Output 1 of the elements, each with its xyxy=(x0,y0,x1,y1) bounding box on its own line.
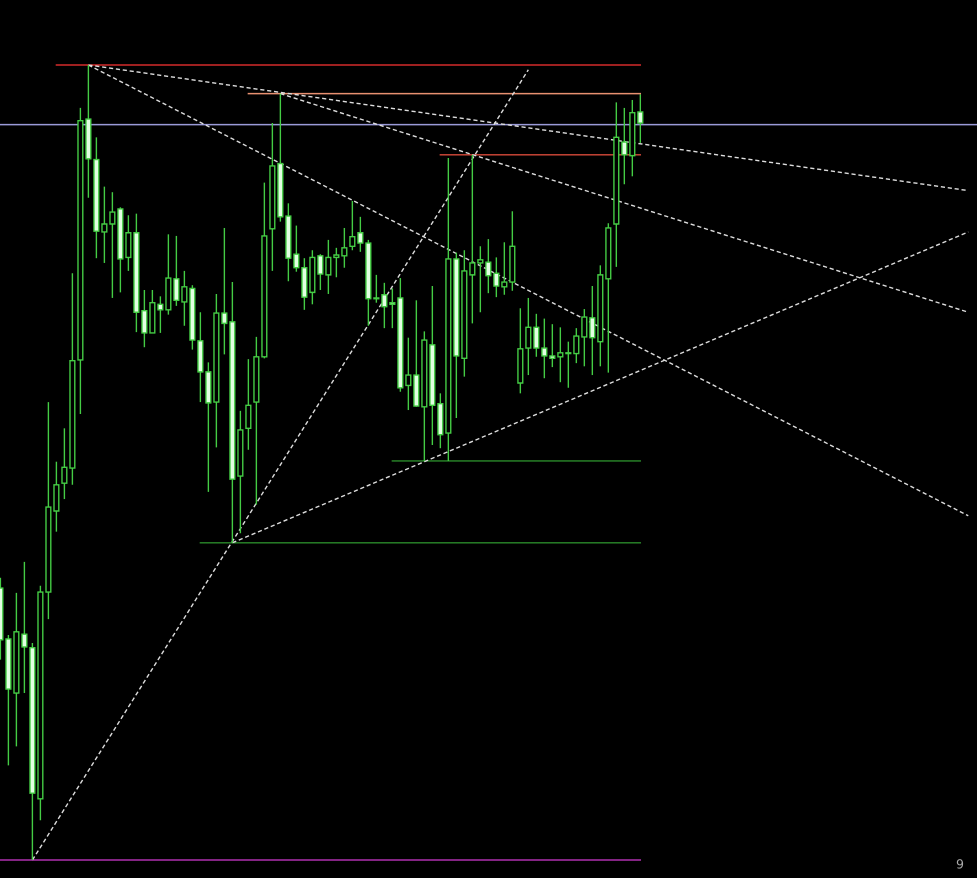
annotation: 9 xyxy=(956,859,964,869)
